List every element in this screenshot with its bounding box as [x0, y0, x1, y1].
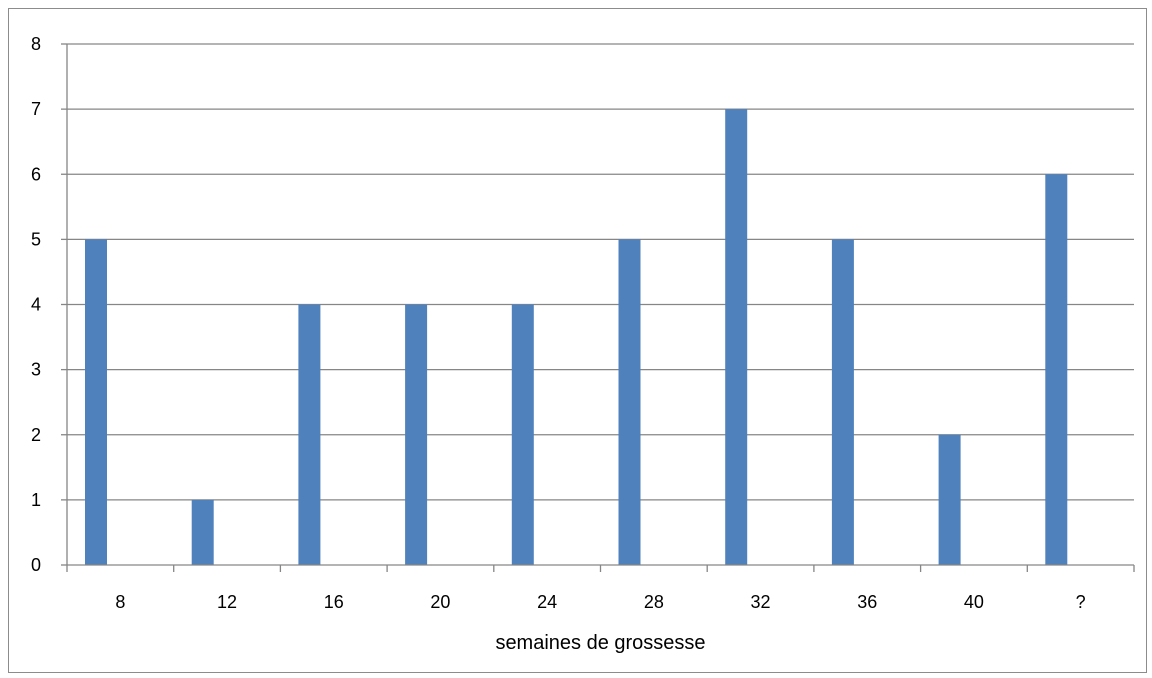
y-tick-label: 6 — [31, 164, 41, 184]
bar — [831, 239, 854, 565]
bar — [1045, 174, 1068, 565]
x-tick-label: 40 — [964, 592, 984, 612]
x-tick-label: 32 — [751, 592, 771, 612]
x-tick-label: 28 — [644, 592, 664, 612]
bar — [511, 304, 534, 565]
bar — [938, 434, 961, 565]
bar — [191, 499, 214, 565]
y-tick-label: 1 — [31, 490, 41, 510]
x-tick-label: 12 — [217, 592, 237, 612]
y-tick-label: 7 — [31, 99, 41, 119]
x-tick-label: 24 — [537, 592, 557, 612]
bar — [85, 239, 107, 565]
bars — [85, 109, 1068, 565]
y-tick-label: 8 — [31, 34, 41, 54]
x-tick-label: 20 — [430, 592, 450, 612]
x-tick-label: 16 — [324, 592, 344, 612]
x-tick-label: 8 — [115, 592, 125, 612]
bar — [618, 239, 641, 565]
y-tick-label: 0 — [31, 555, 41, 575]
y-tick-label: 5 — [31, 229, 41, 249]
x-tick-label: 36 — [857, 592, 877, 612]
axes — [66, 44, 1134, 566]
x-tick-label: ? — [1076, 592, 1086, 612]
y-tick-labels: 0 1 2 3 4 5 6 7 8 — [31, 34, 41, 575]
y-tick-label: 2 — [31, 425, 41, 445]
x-tick-labels: 8 12 16 20 24 28 32 36 40? — [115, 592, 1085, 612]
gridlines — [61, 43, 1135, 572]
bar — [405, 304, 428, 565]
bar — [298, 304, 321, 565]
bar — [725, 109, 748, 565]
y-tick-label: 3 — [31, 360, 41, 380]
x-axis-title: semaines de grossesse — [495, 632, 705, 654]
y-tick-label: 4 — [31, 295, 41, 315]
